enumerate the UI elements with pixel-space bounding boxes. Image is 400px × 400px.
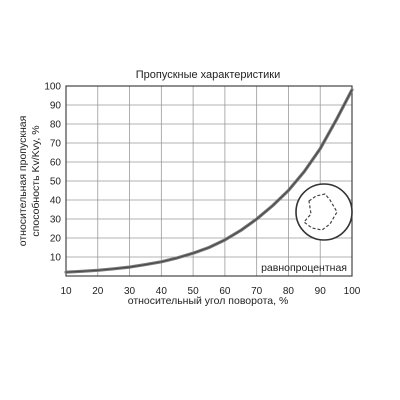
y-tick-label: 10 — [50, 253, 62, 264]
valve-disc-icon — [295, 183, 353, 241]
x-axis-label: относительный угол поворота, % — [128, 295, 289, 307]
y-tick-labels: 10 20 30 40 50 60 70 80 90 100 — [44, 82, 61, 264]
x-tick-labels: 10 20 30 40 50 60 70 80 90 100 — [60, 286, 360, 297]
y-axis-label: относительная пропускная способность Kv/… — [17, 116, 42, 247]
y-tick-label: 40 — [50, 196, 62, 207]
x-tick-label: 90 — [315, 286, 327, 297]
x-tick-label: 80 — [283, 286, 295, 297]
y-axis-label-line-1: относительная пропускная — [17, 116, 29, 247]
x-tick-label: 40 — [156, 286, 168, 297]
y-tick-label: 100 — [44, 82, 61, 93]
chart-title: Пропускные характеристики — [136, 69, 281, 81]
y-axis-label-line-2: способность Kv/Kvy, % — [30, 125, 42, 236]
y-tick-label: 20 — [50, 234, 62, 245]
plot-frame — [65, 85, 353, 277]
y-tick-label: 30 — [50, 215, 62, 226]
y-tick-label: 70 — [50, 139, 62, 150]
x-tick-label: 70 — [251, 286, 263, 297]
y-tick-label: 50 — [50, 177, 62, 188]
curve-annotation: равнопроцентная — [261, 262, 347, 274]
x-tick-label: 30 — [124, 286, 136, 297]
x-tick-label: 20 — [92, 286, 104, 297]
y-tick-label: 60 — [50, 158, 62, 169]
x-tick-label: 50 — [188, 286, 200, 297]
series-line-core — [65, 89, 353, 273]
x-tick-label: 10 — [60, 286, 72, 297]
x-tick-label: 100 — [344, 286, 361, 297]
x-tick-label: 60 — [219, 286, 231, 297]
y-tick-label: 90 — [50, 101, 62, 112]
y-tick-label: 80 — [50, 120, 62, 131]
